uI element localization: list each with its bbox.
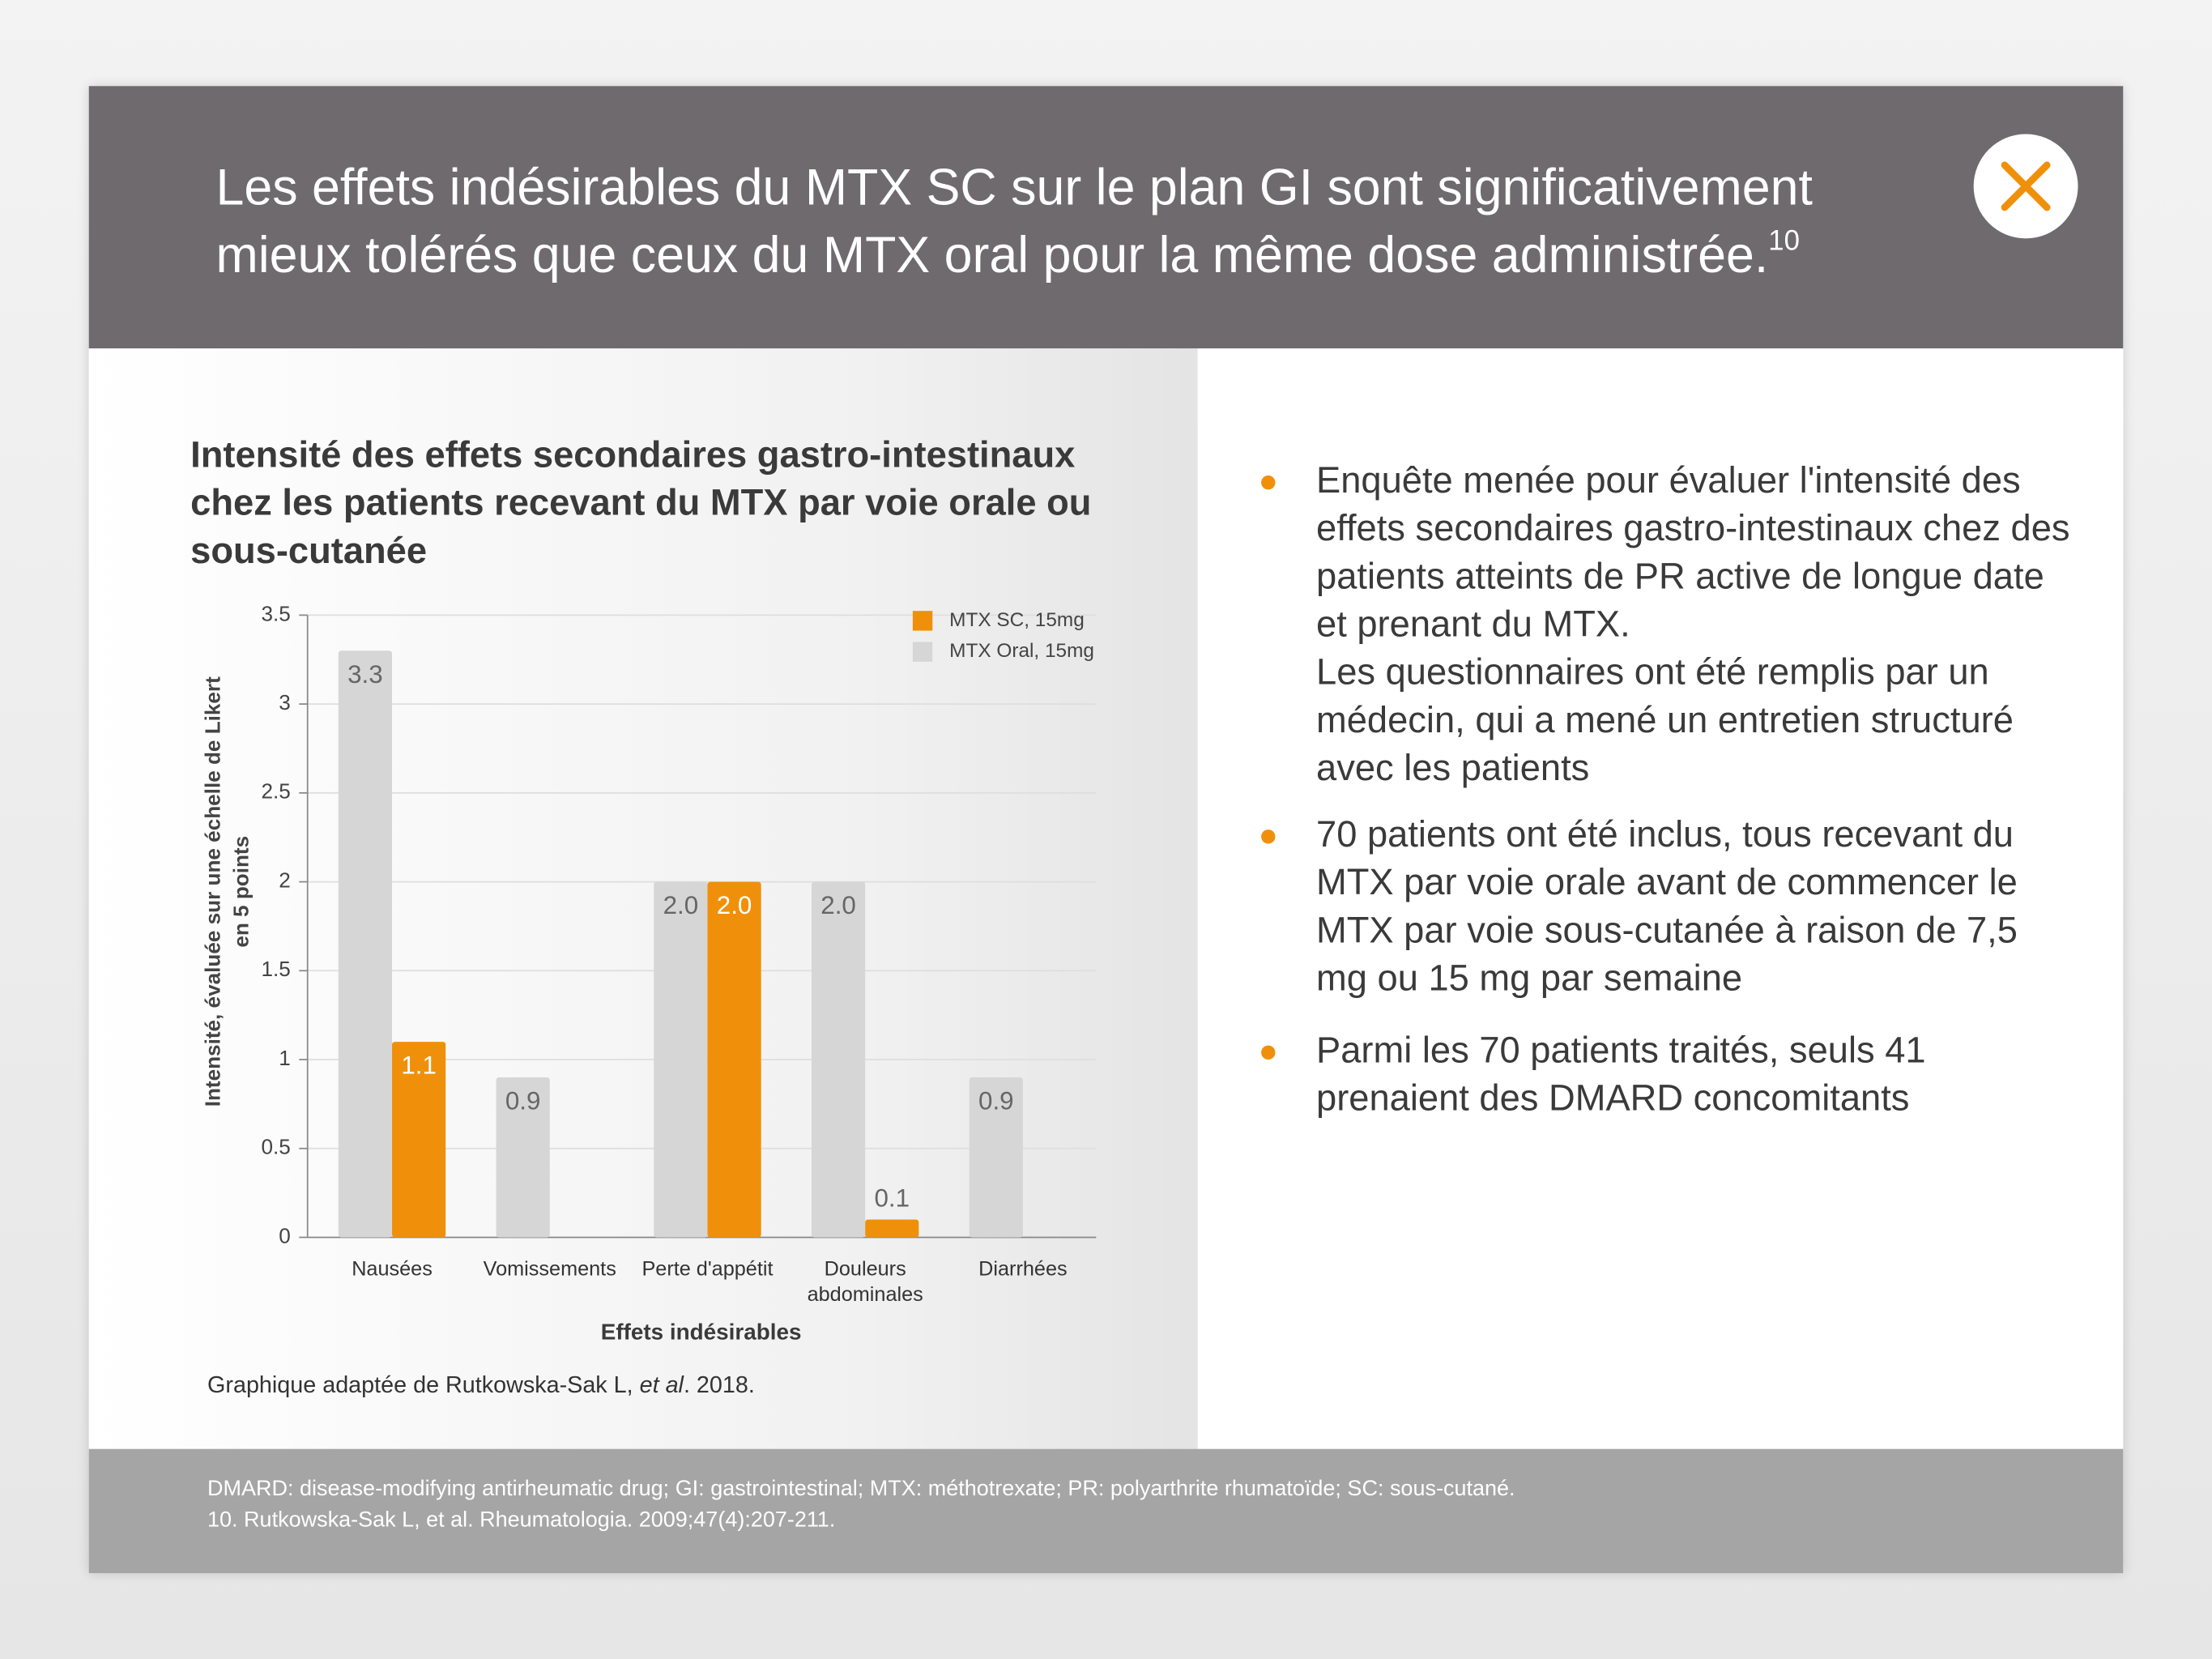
y-axis-label: Intensité, évaluée sur une échelle de Li…	[201, 676, 225, 1107]
y-tick-label: 3	[279, 690, 291, 714]
ref-mark: 10	[1768, 225, 1801, 257]
bullet-dot	[1261, 475, 1276, 490]
bullet-text: 70 patients ont été inclus, tous recevan…	[1316, 812, 2018, 1000]
bar	[496, 1077, 550, 1238]
bullet: Parmi les 70 patients traités, seuls 41 …	[1316, 1026, 2078, 1121]
y-tick-label: 0	[279, 1223, 291, 1247]
value-label: 0.1	[874, 1183, 910, 1212]
legend-swatch	[912, 611, 933, 631]
header: Les effets indésirables du MTX SC sur le…	[88, 86, 2124, 349]
value-label: 2.0	[820, 891, 856, 919]
bar	[654, 881, 708, 1238]
close-icon[interactable]	[1974, 134, 2078, 238]
caption-text: . 2018.	[683, 1372, 755, 1399]
legend-label: MTX SC, 15mg	[949, 609, 1085, 631]
value-label: 2.0	[663, 891, 699, 919]
y-tick-label: 1	[279, 1046, 291, 1070]
y-tick-label: 2.5	[261, 779, 290, 804]
header-title: Les effets indésirables du MTX SC sur le…	[215, 154, 1908, 289]
title-text: Les effets indésirables du MTX SC sur le…	[215, 158, 1813, 284]
legend-label: MTX Oral, 15mg	[949, 640, 1094, 662]
bullet: 70 patients ont été inclus, tous recevan…	[1316, 810, 2078, 1002]
value-label: 1.1	[401, 1051, 437, 1080]
bar	[338, 650, 393, 1238]
legend-swatch	[912, 642, 933, 662]
caption-text: Graphique adaptée de Rutkowska-Sak L,	[207, 1372, 640, 1399]
x-axis-label: Effets indésirables	[601, 1319, 802, 1344]
footer-line: 10. Rutkowska-Sak L, et al. Rheumatologi…	[207, 1508, 836, 1533]
close-button[interactable]	[1973, 134, 2078, 239]
footer: DMARD: disease-modifying antirheumatic d…	[88, 1448, 2124, 1574]
value-label: 2.0	[717, 891, 752, 919]
bullet-text: Parmi les 70 patients traités, seuls 41 …	[1316, 1028, 1926, 1120]
chart-title: Intensité des effets secondaires gastro-…	[190, 433, 1092, 572]
bar	[969, 1077, 1023, 1238]
y-axis-label: en 5 points	[228, 836, 253, 948]
value-label: 3.3	[347, 660, 383, 689]
x-tick-label: Diarrhées	[978, 1257, 1067, 1280]
x-tick-label: Douleurs abdominales	[808, 1257, 923, 1305]
bullet-dot	[1261, 1045, 1276, 1060]
y-tick-label: 0.5	[261, 1135, 290, 1159]
y-tick-label: 1.5	[261, 957, 290, 981]
caption-italic: et al	[639, 1372, 684, 1399]
caption: Graphique adaptée de Rutkowska-Sak L, et…	[207, 1373, 755, 1400]
bullet: Enquête menée pour évaluer l'intensité d…	[1316, 456, 2078, 792]
card: Les effets indésirables du MTX SC sur le…	[88, 86, 2124, 1574]
x-tick-label: Vomissements	[484, 1257, 616, 1280]
x-tick-label: Perte d'appétit	[641, 1257, 773, 1280]
bar	[707, 881, 761, 1238]
y-tick-label: 3.5	[261, 601, 290, 625]
y-tick-label: 2	[279, 868, 291, 892]
bullet-text: Enquête menée pour évaluer l'intensité d…	[1316, 458, 2070, 645]
text-panel	[1197, 348, 2124, 1449]
chart-panel	[88, 348, 1198, 1449]
bar	[812, 881, 866, 1238]
value-label: 0.9	[978, 1087, 1014, 1115]
value-label: 0.9	[505, 1087, 541, 1115]
footer-line: DMARD: disease-modifying antirheumatic d…	[207, 1477, 1515, 1502]
x-tick-label: Nausées	[352, 1257, 433, 1280]
bar	[865, 1219, 919, 1238]
bar	[392, 1042, 446, 1238]
bullet-dot	[1261, 830, 1276, 844]
bullet-text: Les questionnaires ont été remplis par u…	[1316, 650, 2014, 789]
